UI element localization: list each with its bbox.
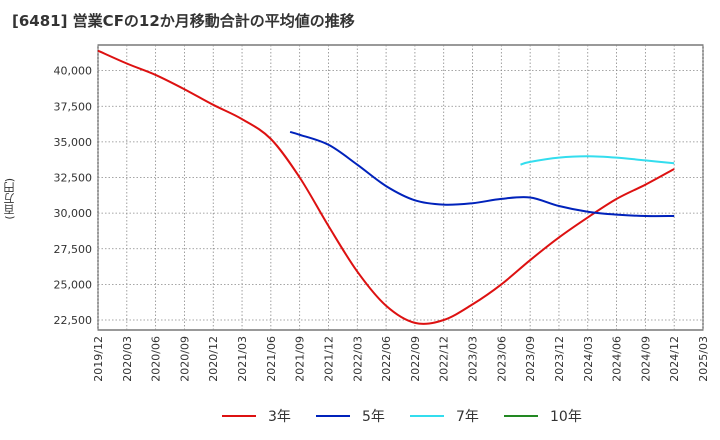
y-tick-label: 25,000: [54, 278, 93, 291]
legend-swatch: [410, 415, 444, 417]
series-line-1: [97, 49, 675, 325]
x-tick-label: 2021/03: [236, 336, 249, 382]
x-tick-label: 2019/12: [92, 336, 105, 382]
legend-label: 10年: [550, 409, 582, 425]
x-tick-label: 2022/09: [409, 336, 422, 382]
legend-label: 7年: [456, 409, 479, 425]
y-tick-label: 30,000: [54, 207, 93, 220]
x-tick-label: 2023/09: [524, 336, 537, 382]
x-tick-label: 2020/03: [121, 336, 134, 382]
y-tick-label: 22,500: [54, 314, 93, 327]
x-tick-label: 2023/03: [467, 336, 480, 382]
x-tick-label: 2023/06: [495, 336, 508, 382]
legend-label: 3年: [268, 409, 291, 425]
x-tick-label: 2020/06: [150, 336, 163, 382]
x-tick-label: 2021/09: [294, 336, 307, 382]
series-line-3: [520, 155, 675, 166]
legend-swatch: [504, 415, 538, 417]
x-tick-label: 2020/12: [207, 336, 220, 382]
y-tick-label: 40,000: [54, 65, 93, 78]
chart-title: [6481] 営業CFの12か月移動合計の平均値の推移: [12, 12, 355, 30]
x-tick-label: 2024/09: [639, 336, 652, 382]
x-tick-label: 2024/03: [582, 336, 595, 382]
series-line-2: [289, 130, 675, 218]
y-tick-label: 32,500: [54, 172, 93, 185]
legend-label: 5年: [362, 409, 385, 425]
plot-area-border: [97, 44, 704, 331]
x-tick-label: 2024/12: [668, 336, 681, 382]
x-tick-label: 2022/06: [380, 336, 393, 382]
x-tick-label: 2021/06: [265, 336, 278, 382]
legend-swatch: [222, 415, 256, 417]
x-tick-label: 2022/12: [438, 336, 451, 382]
x-tick-label: 2025/03: [697, 336, 710, 382]
x-tick-label: 2023/12: [553, 336, 566, 382]
legend-swatch: [316, 415, 350, 417]
legend-item: 5年: [316, 402, 385, 430]
legend-item: 7年: [410, 402, 479, 430]
x-tick-label: 2020/09: [178, 336, 191, 382]
y-tick-label: 35,000: [54, 136, 93, 149]
x-tick-label: 2022/03: [351, 336, 364, 382]
legend-item: 3年: [222, 402, 291, 430]
legend-item: 10年: [504, 402, 582, 430]
x-tick-label: 2021/12: [322, 336, 335, 382]
x-tick-label: 2024/06: [611, 336, 624, 382]
legend: 3年 5年 7年 10年: [0, 402, 720, 430]
y-tick-label: 37,500: [54, 100, 93, 113]
y-tick-label: 27,500: [54, 243, 93, 256]
